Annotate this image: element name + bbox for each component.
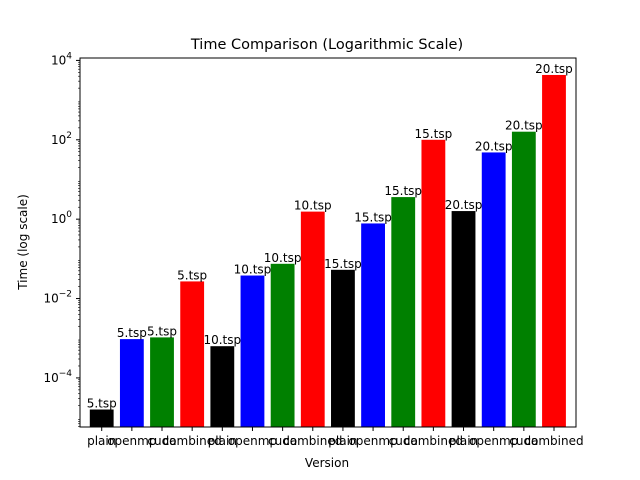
- data-label-9: 15.tsp: [324, 257, 362, 271]
- y-tick-base: 10: [51, 133, 66, 147]
- plot-frame: [79, 57, 577, 428]
- y-tick-label-1: 10−4: [43, 369, 72, 385]
- bar-11: [391, 197, 416, 427]
- bar-3: [150, 337, 174, 427]
- data-label-13: 20.tsp: [445, 198, 483, 212]
- bar-6: [240, 275, 265, 427]
- data-label-3: 5.tsp: [147, 324, 177, 338]
- x-tick-label-3: cuda: [147, 434, 176, 448]
- y-tick-base: 10: [43, 292, 58, 306]
- data-label-12: 15.tsp: [415, 127, 453, 141]
- y-tick-base: 10: [43, 371, 58, 385]
- x-tick-label-10: openmp: [348, 434, 397, 448]
- y-tick-base: 10: [51, 53, 66, 67]
- data-label-4: 5.tsp: [177, 268, 207, 282]
- x-tick-label-7: cuda: [268, 434, 297, 448]
- data-label-14: 20.tsp: [475, 139, 513, 153]
- x-tick-label-2: openmp: [107, 434, 156, 448]
- y-tick-label-4: 102: [51, 131, 72, 147]
- bar-13: [451, 211, 476, 427]
- bar-12: [421, 139, 446, 428]
- bar-group: [89, 74, 566, 428]
- x-tick-label-6: openmp: [228, 434, 277, 448]
- x-tick-label-14: openmp: [469, 434, 518, 448]
- x-tick-label-5: plain: [208, 434, 237, 448]
- x-axis-label: Version: [305, 456, 349, 470]
- data-label-7: 10.tsp: [264, 251, 302, 265]
- bar-5: [210, 346, 235, 427]
- x-tick-label-1: plain: [87, 434, 116, 448]
- bar-16: [542, 74, 566, 428]
- data-label-5: 10.tsp: [203, 333, 241, 347]
- x-tick-label-4: combined: [163, 434, 222, 448]
- bar-8: [300, 211, 325, 427]
- data-label-1: 5.tsp: [87, 397, 117, 411]
- y-tick-exponent: 4: [66, 51, 72, 61]
- y-tick-exponent: −2: [59, 290, 72, 300]
- bar-1: [89, 409, 114, 427]
- chart-title: Time Comparison (Logarithmic Scale): [190, 37, 463, 53]
- y-tick-base: 10: [51, 212, 66, 226]
- y-axis-label: Time (log scale): [16, 194, 30, 291]
- y-tick-label-2: 10−2: [43, 290, 72, 306]
- y-tick-label-3: 100: [51, 210, 72, 226]
- y-tick-exponent: 0: [66, 210, 72, 220]
- bar-14: [481, 152, 506, 427]
- y-tick-exponent: 2: [66, 131, 72, 141]
- x-tick-label-13: plain: [449, 434, 478, 448]
- x-tick-label-8: combined: [283, 434, 342, 448]
- x-tick-label-15: cuda: [509, 434, 538, 448]
- bar-9: [331, 269, 355, 427]
- data-label-2: 5.tsp: [117, 326, 147, 340]
- x-tick-label-16: combined: [524, 434, 583, 448]
- x-tick-label-9: plain: [328, 434, 357, 448]
- bar-10: [361, 223, 385, 427]
- x-tick-label-12: combined: [404, 434, 463, 448]
- data-label-6: 10.tsp: [234, 263, 272, 277]
- bar-2: [119, 339, 144, 427]
- bar-7: [270, 263, 295, 427]
- data-label-15: 20.tsp: [505, 119, 543, 133]
- data-label-11: 15.tsp: [384, 184, 422, 198]
- data-label-10: 15.tsp: [354, 210, 392, 224]
- data-label-16: 20.tsp: [535, 62, 573, 76]
- y-tick-exponent: −4: [59, 369, 73, 379]
- bar-15: [511, 131, 536, 427]
- x-tick-label-11: cuda: [389, 434, 418, 448]
- bar-4: [180, 281, 205, 427]
- y-tick-label-5: 104: [51, 51, 72, 67]
- x-axis-ticks: plainopenmpcudacombinedplainopenmpcudaco…: [87, 427, 584, 448]
- data-label-8: 10.tsp: [294, 199, 332, 213]
